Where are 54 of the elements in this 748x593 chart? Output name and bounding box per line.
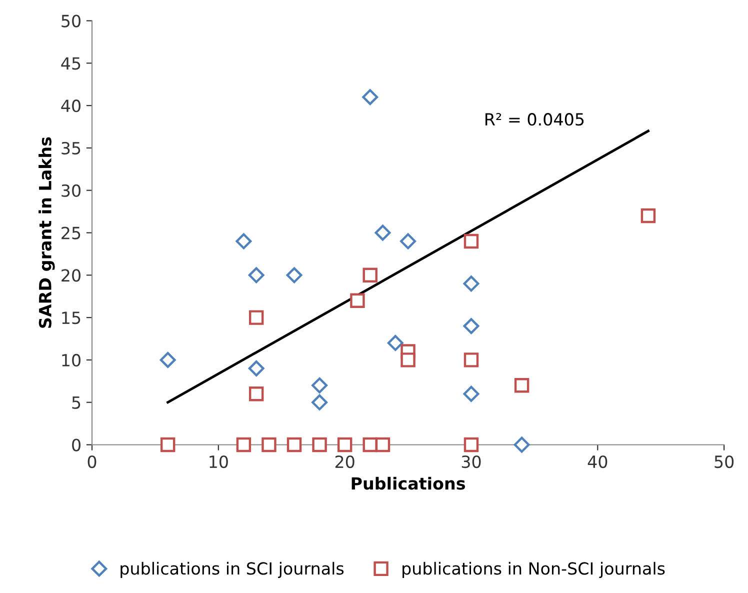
y-tick-label: 15 xyxy=(62,312,80,324)
point xyxy=(514,436,530,453)
x-tick-label: 10 xyxy=(210,455,228,468)
x-tick-label: 30 xyxy=(462,455,481,468)
point xyxy=(312,437,327,452)
point xyxy=(463,276,480,292)
y-tick-label: 0 xyxy=(72,438,80,452)
point xyxy=(236,233,252,250)
point xyxy=(248,310,264,325)
point xyxy=(464,437,479,452)
x-tick-label: 40 xyxy=(588,455,608,468)
y-tick-label: 20 xyxy=(62,269,80,282)
y-tick-label: 50 xyxy=(62,14,80,28)
y-tick-label: 5 xyxy=(72,396,80,409)
point xyxy=(400,233,416,250)
point xyxy=(463,318,480,334)
point xyxy=(400,352,416,368)
y-tick-label: 30 xyxy=(62,184,80,197)
point xyxy=(640,208,656,224)
point xyxy=(248,386,264,402)
x-tick-label: 20 xyxy=(335,455,354,468)
y-axis-title: SARD grant in Lakhs xyxy=(38,137,55,328)
point xyxy=(387,335,404,351)
x-axis-title: Publications xyxy=(352,476,465,490)
y-tick-label: 35 xyxy=(62,142,80,155)
point xyxy=(312,377,328,394)
point xyxy=(463,386,480,402)
point xyxy=(236,437,252,452)
y-tick-label: 40 xyxy=(61,100,80,112)
point xyxy=(248,267,264,284)
y-tick-label: 10 xyxy=(62,354,80,367)
point xyxy=(375,437,390,452)
y-tick-label: 25 xyxy=(62,226,80,240)
point xyxy=(262,437,276,452)
x-tick-label: 50 xyxy=(714,455,734,468)
point xyxy=(464,352,479,368)
point xyxy=(286,437,302,452)
point xyxy=(248,360,264,376)
point xyxy=(362,89,378,106)
point xyxy=(514,378,530,393)
point xyxy=(464,234,479,249)
annotation: R² = 0.0405 xyxy=(486,113,584,126)
point xyxy=(160,352,176,368)
x-tick-label: 0 xyxy=(88,455,96,468)
legend-label: publications in SCI journals xyxy=(120,562,344,578)
point xyxy=(362,268,378,283)
point xyxy=(312,394,328,410)
point xyxy=(160,437,176,452)
point xyxy=(350,293,365,308)
y-tick-label: 45 xyxy=(61,57,80,70)
point xyxy=(286,267,302,284)
point xyxy=(337,437,352,452)
point xyxy=(374,224,391,241)
legend-label: publications in Non-SCI journals xyxy=(402,562,665,578)
